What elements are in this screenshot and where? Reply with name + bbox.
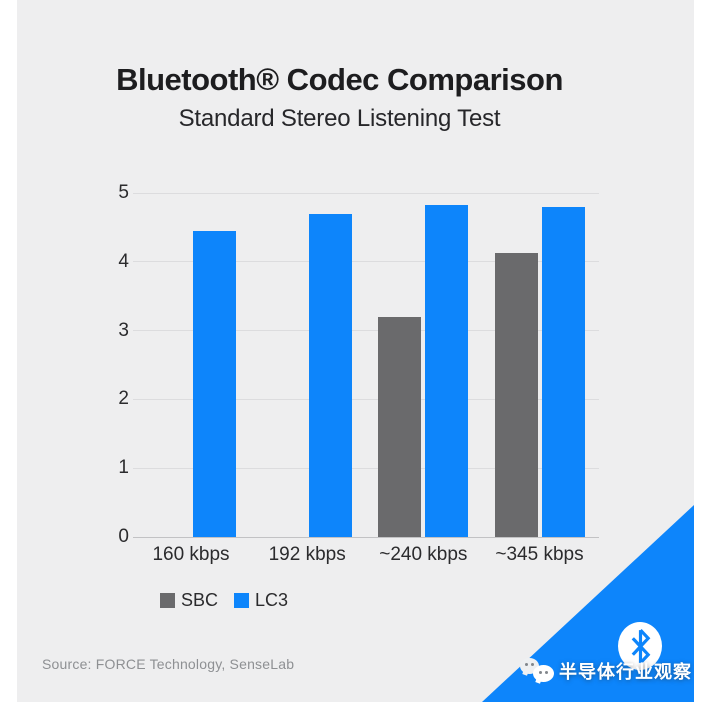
bar-chart: 0 1 2 3 4 5 160 kbps 192 kbps ~240 kbps ~345 kbps [17,0,694,702]
y-tick-label-1: 1 [118,457,129,479]
legend-label-sbc: SBC [181,590,219,610]
y-tick-label-2: 2 [118,388,129,410]
x-tick-label-160kbps: 160 kbps [152,544,230,565]
legend-item-lc3: LC3 [234,590,288,611]
x-tick-label-345kbps: ~345 kbps [495,544,584,565]
x-tick-label-240kbps: ~240 kbps [379,544,468,565]
gridline-y-5 [133,192,599,194]
x-tick-label-192kbps: 192 kbps [268,544,346,565]
chart-title: Bluetooth® Codec Comparison [116,62,563,97]
legend-item-sbc: SBC [160,590,218,611]
gridline-y-3 [133,330,599,332]
gridline-y-1 [133,467,599,469]
infographic-card: Bluetooth® Codec Comparison Standard Ste… [17,0,694,702]
gridline-y-2 [133,398,599,400]
bar-lc3-192kbps [309,213,353,537]
legend-swatch-sbc [160,593,175,608]
y-tick-label-4: 4 [118,250,129,272]
gridline-y-0 [133,536,599,538]
legend-label-lc3: LC3 [255,590,289,610]
wechat-icon [520,657,556,684]
legend-swatch-lc3 [234,593,250,608]
gridline-y-4 [133,261,599,263]
bar-sbc-345kbps [494,252,538,537]
watermark-text: 半导体行业观察 [559,661,692,682]
bar-lc3-160kbps [193,230,236,537]
chart-subtitle: Standard Stereo Listening Test [178,105,501,132]
bluetooth-logo-icon [618,622,662,670]
source-credit: Source: FORCE Technology, SenseLab [42,656,295,672]
bar-lc3-240kbps [425,205,469,537]
y-tick-label-0: 0 [118,526,129,547]
y-tick-label-5: 5 [118,182,129,203]
watermark: 半导体行业观察 [520,657,692,684]
bar-lc3-345kbps [541,207,585,537]
bar-sbc-240kbps [378,316,422,537]
chart-legend: SBC LC3 [160,590,288,611]
wechat-bubble-front [533,665,554,682]
y-tick-label-3: 3 [118,319,129,341]
